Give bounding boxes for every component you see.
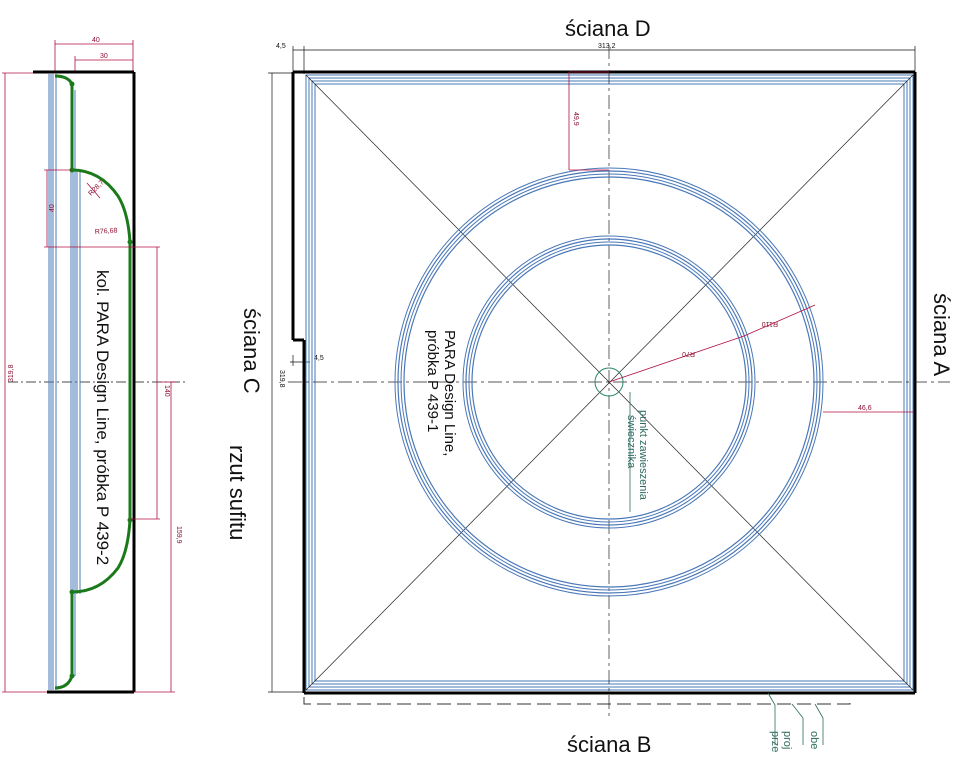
wall-a-label: ściana A bbox=[929, 293, 954, 376]
section-blue-lines bbox=[48, 74, 81, 690]
section-view: 40 30 319,8 bbox=[2, 37, 185, 694]
section-top-dimension bbox=[54, 40, 134, 72]
section-lower-label: 159,9 bbox=[175, 526, 182, 544]
wall-d-label: ściana D bbox=[565, 16, 651, 41]
section-width-inner-label: 30 bbox=[100, 53, 108, 60]
plan-offset-top-label: 4,5 bbox=[276, 43, 286, 50]
wall-c-label: ściana C bbox=[239, 308, 264, 394]
bottom-note-3: prze bbox=[769, 731, 781, 752]
bottom-note-2: proj bbox=[781, 731, 793, 749]
section-center-span-label: 140 bbox=[163, 385, 170, 397]
plan-r-inner-label: R70 bbox=[682, 350, 695, 357]
section-profile-height-label: 40 bbox=[49, 204, 56, 212]
section-right-dimensions bbox=[130, 246, 175, 693]
plan-red-dimensions bbox=[568, 71, 913, 413]
plan-dashed-outline bbox=[303, 697, 851, 705]
plan-diagonals bbox=[305, 74, 914, 691]
view-title: rzut sufitu bbox=[225, 445, 250, 540]
section-frame bbox=[33, 70, 136, 694]
plan-left-offset-dimension bbox=[290, 355, 310, 366]
plan-black-frame bbox=[291, 70, 917, 695]
plan-sample-label-line2: próbka P 439-1 bbox=[424, 330, 441, 432]
plan-outer-ring bbox=[394, 167, 824, 597]
plan-offset-left-label: 4,5 bbox=[314, 355, 324, 362]
plan-ring-offset-label: 49,9 bbox=[572, 112, 579, 126]
section-green-profile bbox=[54, 74, 132, 690]
section-sample-label: kol. PARA Design Line, próbka P 439-2 bbox=[93, 270, 112, 565]
section-profile-dimension bbox=[44, 169, 130, 248]
hanging-point-note-line1: punkt zawieszenia bbox=[637, 410, 649, 501]
plan-side-offset-label: 46,6 bbox=[858, 405, 872, 412]
plan-blue-frame bbox=[305, 74, 914, 691]
plan-width-label: 313,2 bbox=[598, 43, 616, 50]
plan-inner-ring bbox=[462, 235, 756, 529]
wall-b-label: ściana B bbox=[567, 732, 651, 757]
section-height-label: 319,8 bbox=[8, 364, 15, 382]
plan-centerlines bbox=[288, 45, 950, 720]
bottom-note-1: obe bbox=[808, 731, 820, 749]
plan-view: 4,5 313,2 319,8 4,5 bbox=[268, 43, 950, 752]
plan-r-outer-label: R110 bbox=[762, 320, 778, 327]
section-r2-label: R76,68 bbox=[95, 227, 118, 236]
hanging-point-marker bbox=[594, 367, 624, 397]
section-r1-label: R28,7 bbox=[87, 179, 105, 197]
plan-sample-label-line1: PARA Design Line, bbox=[441, 330, 458, 456]
plan-height-label: 319,8 bbox=[278, 370, 285, 388]
plan-height-dimension bbox=[268, 72, 304, 693]
section-width-outer-label: 40 bbox=[92, 37, 100, 44]
hanging-point-note-line2: świecznika bbox=[625, 415, 637, 469]
plan-top-dimension bbox=[292, 46, 916, 74]
bottom-leaders bbox=[767, 692, 824, 745]
